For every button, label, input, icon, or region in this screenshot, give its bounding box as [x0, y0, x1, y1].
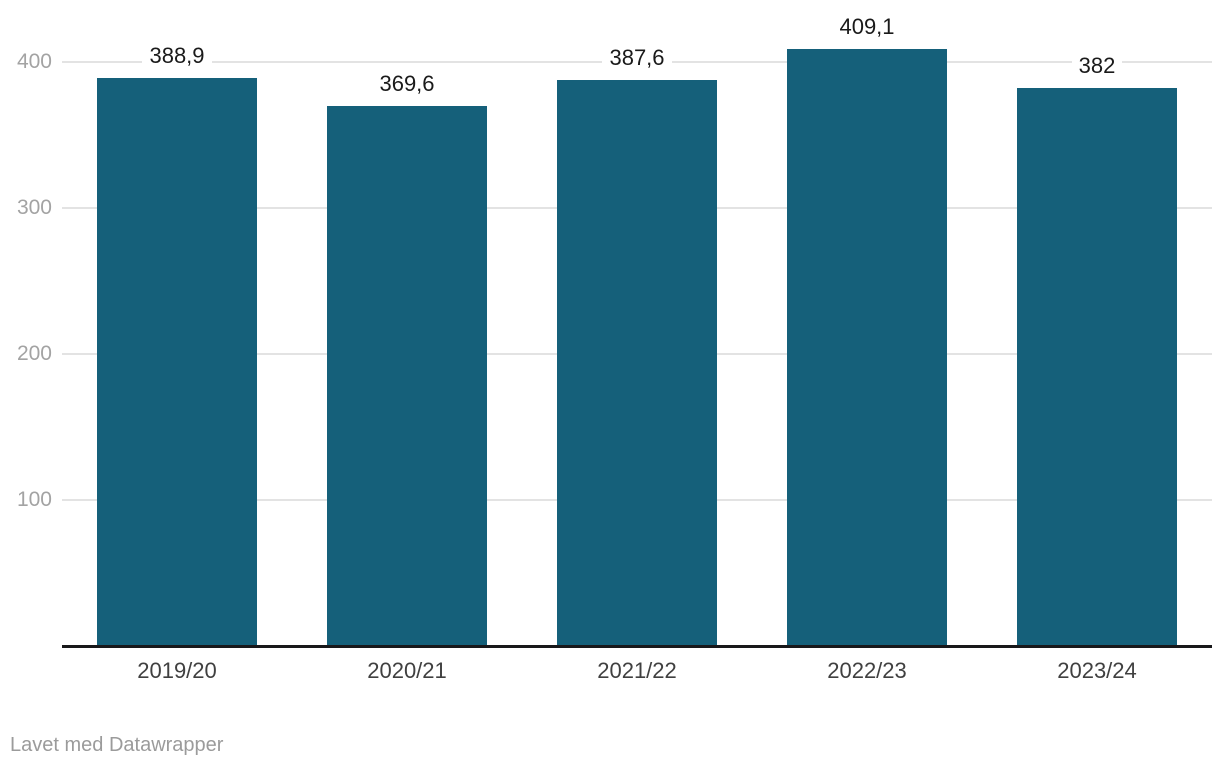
- bar[interactable]: [787, 48, 947, 646]
- x-tick-label: 2023/24: [1057, 658, 1137, 683]
- bar[interactable]: [1017, 88, 1177, 646]
- y-tick-label: 300: [16, 196, 52, 219]
- x-axis-line: [62, 645, 1212, 648]
- bar[interactable]: [327, 106, 487, 646]
- attribution-link[interactable]: Lavet med Datawrapper: [10, 734, 224, 756]
- bar[interactable]: [557, 80, 717, 646]
- x-tick-label: 2021/22: [597, 658, 677, 683]
- bar-value-text: 388,9: [142, 42, 212, 70]
- bar[interactable]: [97, 78, 257, 646]
- bar-value-label: 387,6: [537, 44, 737, 72]
- y-tick-label: 200: [16, 342, 52, 365]
- y-tick-label: 100: [16, 488, 52, 511]
- bar-value-label: 388,9: [77, 42, 277, 70]
- x-tick-label: 2020/21: [367, 658, 447, 683]
- bar-value-text: 382: [1071, 52, 1123, 80]
- bar-value-text: 387,6: [602, 44, 672, 72]
- bar-value-label: 409,1: [767, 12, 967, 40]
- x-tick-label: 2022/23: [827, 658, 907, 683]
- x-tick-label: 2019/20: [137, 658, 217, 683]
- bar-value-text: 369,6: [372, 70, 442, 98]
- y-tick-label: 400: [16, 50, 52, 73]
- bar-value-label: 382: [997, 52, 1197, 80]
- bar-value-label: 369,6: [307, 70, 507, 98]
- bar-value-text: 409,1: [832, 12, 902, 40]
